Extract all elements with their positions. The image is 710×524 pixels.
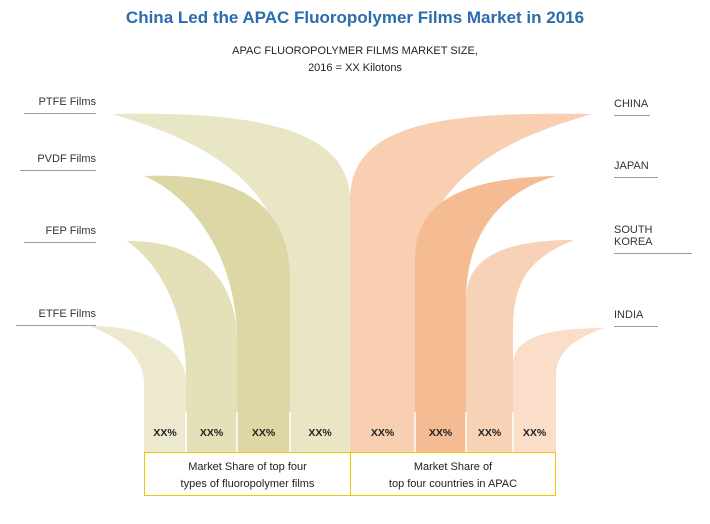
value-cell-separators [185, 412, 514, 452]
label-fep-films: FEP Films [24, 225, 96, 243]
label-etfe-films: ETFE Films [16, 308, 96, 326]
value-ptfe: XX% [308, 427, 332, 439]
japan-value-cell-bg [415, 412, 466, 452]
caption-countries-line-1: Market Share of [413, 461, 493, 473]
label-pvdf-films: PVDF Films [20, 153, 96, 171]
value-pvdf: XX% [251, 427, 276, 439]
japan-flow-band [415, 176, 556, 412]
caption-film-types: Market Share of top four types of fluoro… [144, 452, 351, 496]
label-ptfe-films: PTFE Films [24, 96, 96, 114]
etfe-flow-band [90, 326, 186, 412]
etfe-value-cell-bg [144, 412, 186, 452]
india-value-cell-bg [513, 412, 556, 452]
chart-subtitle: APAC FLUOROPOLYMER FILMS MARKET SIZE, 20… [0, 43, 710, 77]
subtitle-line-2: 2016 = XX Kilotons [308, 62, 402, 74]
south-korea-flow-band [466, 240, 574, 412]
ptfe-flow-band [112, 113, 350, 412]
india-flow-band [513, 328, 604, 412]
page-title: China Led the APAC Fluoropolymer Films M… [125, 8, 585, 27]
value-china: XX% [370, 427, 395, 439]
label-south-korea: SOUTH KOREA [614, 224, 692, 254]
pvdf-flow-band [144, 175, 290, 412]
south-korea-value-cell-bg [466, 412, 513, 452]
value-fep: XX% [199, 427, 224, 439]
china-value-cell-bg [350, 412, 415, 452]
value-india: XX% [522, 427, 547, 439]
caption-countries: Market Share of top four countries in AP… [350, 452, 556, 496]
value-south-korea: XX% [477, 427, 502, 439]
label-india: INDIA [614, 309, 658, 327]
fep-value-cell-bg [186, 412, 237, 452]
fep-flow-band [127, 240, 237, 412]
caption-film-types-line-2: types of fluoropolymer films [180, 478, 315, 490]
pvdf-value-cell-bg [237, 412, 290, 452]
caption-countries-line-2: top four countries in APAC [388, 478, 518, 490]
value-japan: XX% [428, 427, 453, 439]
china-flow-band [350, 113, 592, 412]
ptfe-value-cell-bg [290, 412, 350, 452]
caption-film-types-line-1: Market Share of top four [188, 461, 307, 473]
label-japan: JAPAN [614, 160, 658, 178]
subtitle-line-1: APAC FLUOROPOLYMER FILMS MARKET SIZE, [232, 45, 478, 57]
value-etfe: XX% [153, 427, 177, 439]
label-china: CHINA [614, 98, 650, 116]
